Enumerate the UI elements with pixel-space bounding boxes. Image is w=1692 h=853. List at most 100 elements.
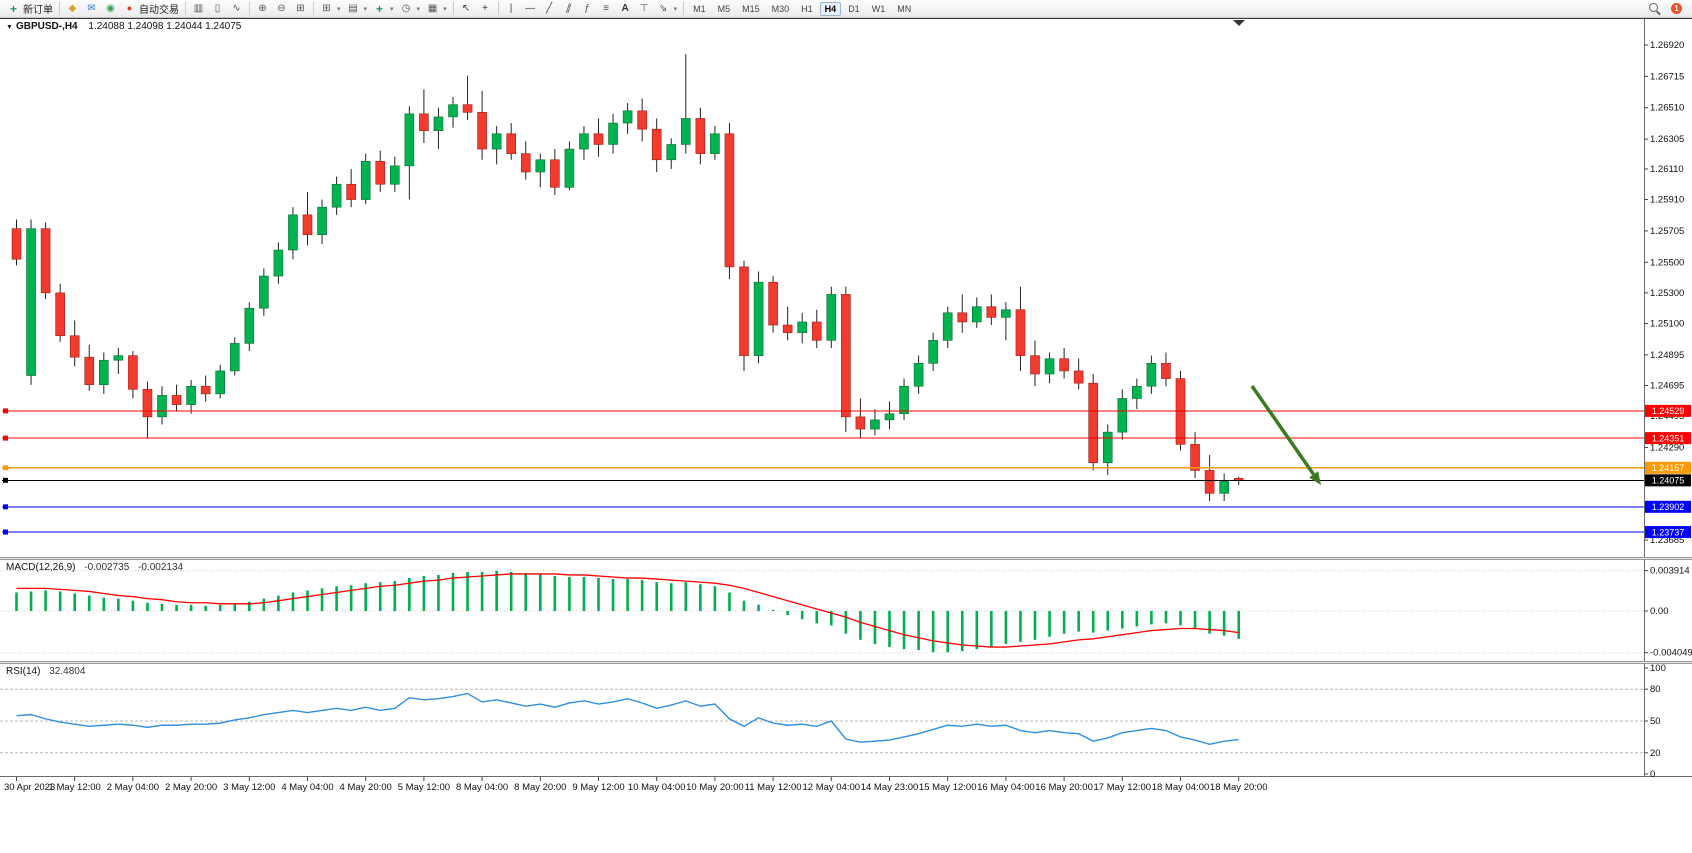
- bull-candle: [579, 133, 589, 150]
- price-tag-1.23737: [1645, 526, 1691, 539]
- search-button[interactable]: [1644, 1, 1667, 17]
- bull-candle: [797, 321, 808, 333]
- vertical-line-button[interactable]: |: [502, 1, 521, 17]
- market-watch-button[interactable]: ◆: [63, 1, 82, 17]
- timeframe-d1-button[interactable]: D1: [848, 3, 860, 14]
- zoom-in-button[interactable]: ⊕: [253, 1, 272, 17]
- bull-candle: [26, 228, 36, 376]
- auto-trading-button[interactable]: ● 自动交易: [120, 1, 182, 17]
- fibonacci-button[interactable]: ƒ: [578, 1, 597, 17]
- support-line-2-handle[interactable]: [3, 529, 8, 535]
- macd-bar: [771, 609, 775, 611]
- dropdown-caret-icon: ▾: [390, 5, 394, 13]
- price-axis-label: 1.26305: [1650, 134, 1684, 145]
- tile-windows-button[interactable]: ⊞: [291, 1, 310, 17]
- bear-candle: [695, 118, 706, 154]
- price-axis-label: 1.25500: [1650, 257, 1684, 268]
- bull-candle: [317, 206, 327, 236]
- new-chart-button[interactable]: ⊞ ▾: [317, 1, 344, 17]
- templates-button[interactable]: ▦ ▾: [423, 1, 450, 17]
- bull-candle: [1219, 480, 1229, 494]
- cursor-button[interactable]: ↖: [457, 1, 476, 17]
- bull-candle: [404, 113, 415, 167]
- auto-trading-button-label: 自动交易: [139, 5, 179, 16]
- macd-bar: [626, 579, 629, 611]
- bull-candle: [753, 281, 764, 356]
- chat-button[interactable]: ✉: [82, 1, 101, 17]
- profiles-button[interactable]: ▤ ▾: [344, 1, 371, 17]
- periods-button[interactable]: ◷ ▾: [397, 1, 424, 17]
- horizontal-lines[interactable]: [2, 408, 1644, 535]
- macd-bar: [830, 611, 833, 626]
- zoom-in-icon: ⊕: [258, 2, 267, 14]
- shapes-button[interactable]: ≡: [597, 1, 616, 17]
- dropdown-caret-icon: ▾: [416, 5, 421, 13]
- arrows-button[interactable]: ⇘ ▾: [654, 1, 681, 17]
- bull-candle: [622, 110, 633, 124]
- resistance-line-1-handle[interactable]: [3, 408, 8, 414]
- signals-button[interactable]: ◉: [101, 1, 120, 17]
- time-axis-label: 17 May 12:00: [1094, 782, 1152, 793]
- macd-pane-splitter[interactable]: [0, 557, 1692, 560]
- timeframe-m30-button[interactable]: M30: [771, 3, 790, 14]
- timeframe-m15-button[interactable]: M15: [742, 3, 760, 14]
- clock-icon: ◷: [401, 2, 411, 14]
- resistance-line-2-handle[interactable]: [3, 435, 8, 441]
- bull-candle: [942, 312, 953, 341]
- trend-arrow-head[interactable]: [1309, 471, 1321, 485]
- bear-candle: [84, 356, 95, 386]
- bull-candle: [244, 307, 255, 344]
- price-tag-1.23902: [1645, 500, 1691, 513]
- new-order-button-label: 新订单: [23, 5, 53, 16]
- support-line-1-handle[interactable]: [3, 504, 8, 510]
- timeframe-m5-button[interactable]: M5: [717, 3, 731, 14]
- zoom-out-button[interactable]: ⊖: [272, 1, 291, 17]
- macd-bar: [422, 575, 426, 611]
- current-price-line-handle[interactable]: [3, 477, 8, 483]
- chart-shift-icon[interactable]: [1233, 20, 1245, 26]
- macd-bar: [102, 597, 106, 611]
- time-axis-label: 8 May 20:00: [514, 782, 566, 793]
- macd-axis-label: 0.00: [1650, 606, 1669, 617]
- bear-candle: [11, 228, 22, 260]
- macd-bar: [1048, 611, 1051, 637]
- orange-level-line-handle[interactable]: [3, 465, 8, 471]
- bar-chart-button[interactable]: ▥: [189, 1, 208, 17]
- price-axis-label: 1.25705: [1650, 226, 1684, 237]
- toolbar-separator: [313, 2, 314, 15]
- price-tag-label: 1.24075: [1652, 476, 1685, 486]
- crosshair-button[interactable]: +: [476, 1, 495, 17]
- add-indicator-button[interactable]: + ▾: [370, 1, 397, 17]
- rsi-line: [16, 692, 1239, 746]
- time-axis-label: 12 May 04:00: [803, 782, 861, 793]
- trendline-button[interactable]: ╱: [540, 1, 559, 17]
- text-button[interactable]: A: [616, 1, 635, 17]
- price-axis-label: 1.26510: [1650, 103, 1684, 114]
- candlestick-chart-button[interactable]: ▯: [208, 1, 227, 17]
- horizontal-line-button[interactable]: —: [521, 1, 540, 17]
- channel-button[interactable]: ∥: [559, 1, 578, 17]
- trend-arrow[interactable]: [1250, 384, 1316, 476]
- bear-candle: [69, 335, 80, 358]
- notification-badge[interactable]: 1: [1671, 3, 1682, 14]
- timeframe-w1-button[interactable]: W1: [871, 3, 886, 14]
- timeframe-h4-button[interactable]: H4: [819, 1, 842, 16]
- bull-candle: [884, 413, 895, 421]
- toolbar-separator: [249, 2, 250, 15]
- rsi-pane[interactable]: 100 80 50 20 0: [0, 663, 1666, 780]
- bear-candle: [651, 128, 662, 161]
- macd-bar: [873, 611, 877, 644]
- macd-pane[interactable]: 0.003914 0.00 -0.004049: [0, 566, 1692, 659]
- bull-candle: [288, 214, 298, 251]
- label-button[interactable]: ⊤: [635, 1, 654, 17]
- timeframe-h1-button[interactable]: H1: [801, 3, 813, 14]
- line-chart-button[interactable]: ∿: [227, 1, 246, 17]
- new-order-button[interactable]: + 新订单: [4, 1, 56, 17]
- timeframe-m1-button[interactable]: M1: [693, 3, 706, 14]
- rsi-pane-splitter[interactable]: [0, 661, 1692, 664]
- cursor-icon: ↖: [461, 2, 471, 14]
- bull-candle: [273, 249, 284, 277]
- macd-bar: [160, 603, 164, 611]
- timeframe-mn-button[interactable]: MN: [897, 3, 912, 14]
